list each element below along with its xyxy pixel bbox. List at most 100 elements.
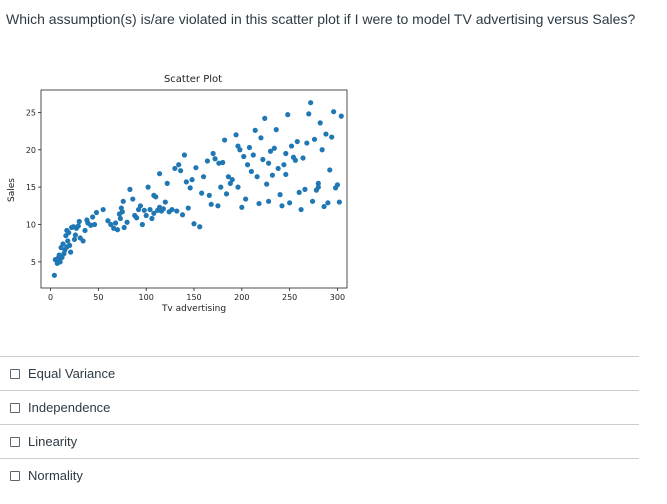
scatter-point <box>256 200 262 207</box>
scatter-point <box>265 160 272 166</box>
scatter-point <box>233 132 239 138</box>
scatter-point <box>105 218 111 224</box>
scatter-point <box>189 177 195 183</box>
scatter-point <box>199 190 205 196</box>
scatter-point <box>296 189 302 195</box>
scatter-point <box>149 215 155 222</box>
scatter-point <box>264 181 270 187</box>
scatter-plot-svg: Scatter Plot 0 50 100 150 200 250 300 5 10 15 20 2… <box>7 74 348 314</box>
scatter-point <box>283 171 289 178</box>
option-label: Linearity <box>28 434 78 449</box>
scatter-point <box>187 185 193 191</box>
scatter-point <box>273 127 279 133</box>
option-label: Equal Variance <box>28 366 116 381</box>
scatter-point <box>200 174 207 180</box>
scatter-point <box>169 206 175 213</box>
divider <box>0 458 639 459</box>
y-tick-label: 25 <box>26 108 36 117</box>
checkbox[interactable] <box>10 470 20 481</box>
scatter-point <box>239 204 245 210</box>
scatter-point <box>243 196 249 202</box>
scatter-point <box>315 184 321 190</box>
option-equal-variance[interactable]: Equal Variance <box>0 357 639 390</box>
scatter-point <box>151 210 157 216</box>
scatter-point <box>65 238 71 244</box>
scatter-point <box>285 112 291 118</box>
scatter-point <box>134 215 140 221</box>
scatter-point <box>271 145 277 151</box>
scatter-point <box>100 206 106 213</box>
scatter-point <box>191 221 197 227</box>
scatter-point <box>185 205 191 211</box>
scatter-point <box>283 150 289 157</box>
scatter-point <box>119 209 125 215</box>
scatter-point <box>121 224 127 231</box>
scatter-point <box>223 191 230 197</box>
scatter-point <box>164 180 170 186</box>
scatter-point <box>294 138 300 145</box>
scatter-point <box>114 227 121 233</box>
scatter-point <box>331 109 337 115</box>
scatter-point <box>235 184 241 190</box>
scatter-point <box>315 180 321 186</box>
scatter-point <box>90 214 96 220</box>
scatter-point <box>108 221 114 228</box>
checkbox[interactable] <box>10 436 20 447</box>
scatter-point <box>193 165 199 171</box>
scatter-point <box>174 208 180 214</box>
scatter-point <box>151 192 157 198</box>
scatter-point <box>300 155 306 161</box>
option-independence[interactable]: Independence <box>0 391 639 424</box>
scatter-point <box>93 209 100 216</box>
scatter-point <box>336 199 342 205</box>
scatter-point <box>279 203 285 209</box>
scatter-point <box>60 241 66 247</box>
scatter-point <box>258 135 264 141</box>
scatter-point <box>127 186 133 192</box>
scatter-point <box>176 162 182 168</box>
scatter-point <box>210 150 216 157</box>
y-tick-label: 5 <box>31 258 36 267</box>
scatter-point <box>68 249 74 255</box>
scatter-point <box>66 230 72 236</box>
scatter-point <box>334 182 341 188</box>
option-linearity[interactable]: Linearity <box>0 425 639 458</box>
scatter-point <box>308 100 314 106</box>
y-tick-label: 10 <box>26 220 36 229</box>
y-axis-label: Sales <box>7 178 17 202</box>
scatter-point <box>143 212 149 219</box>
y-tick-label: 20 <box>26 146 36 155</box>
scatter-point <box>225 174 232 180</box>
scatter-point <box>181 152 188 158</box>
scatter-point <box>319 147 325 153</box>
scatter-plot-chart: Scatter Plot 0 50 100 150 200 250 300 5 10 15 20 2… <box>0 68 360 323</box>
scatter-point <box>156 171 163 177</box>
y-axis-ticks: 5 10 15 20 25 <box>26 108 41 267</box>
option-normality[interactable]: Normality <box>0 459 639 492</box>
scatter-point <box>292 157 298 163</box>
scatter-point <box>254 174 260 180</box>
checkbox[interactable] <box>10 368 20 379</box>
divider <box>0 424 639 425</box>
scatter-point <box>67 242 73 249</box>
x-tick-label: 0 <box>48 293 53 302</box>
scatter-point <box>117 215 123 222</box>
scatter-point <box>197 224 203 230</box>
scatter-point <box>309 198 316 204</box>
scatter-point <box>204 158 210 164</box>
scatter-point <box>306 111 312 117</box>
scatter-point <box>329 134 335 140</box>
scatter-point <box>51 272 57 278</box>
scatter-point <box>145 184 151 190</box>
scatter-point <box>250 152 256 158</box>
x-tick-label: 50 <box>93 293 103 302</box>
scatter-point <box>275 165 281 172</box>
plot-area-frame <box>40 89 348 289</box>
checkbox[interactable] <box>10 402 20 413</box>
scatter-point <box>241 153 247 160</box>
option-label: Independence <box>28 400 111 415</box>
scatter-point <box>298 206 304 213</box>
scatter-point <box>112 220 119 226</box>
scatter-point <box>265 198 272 204</box>
x-tick-label: 250 <box>282 293 297 302</box>
